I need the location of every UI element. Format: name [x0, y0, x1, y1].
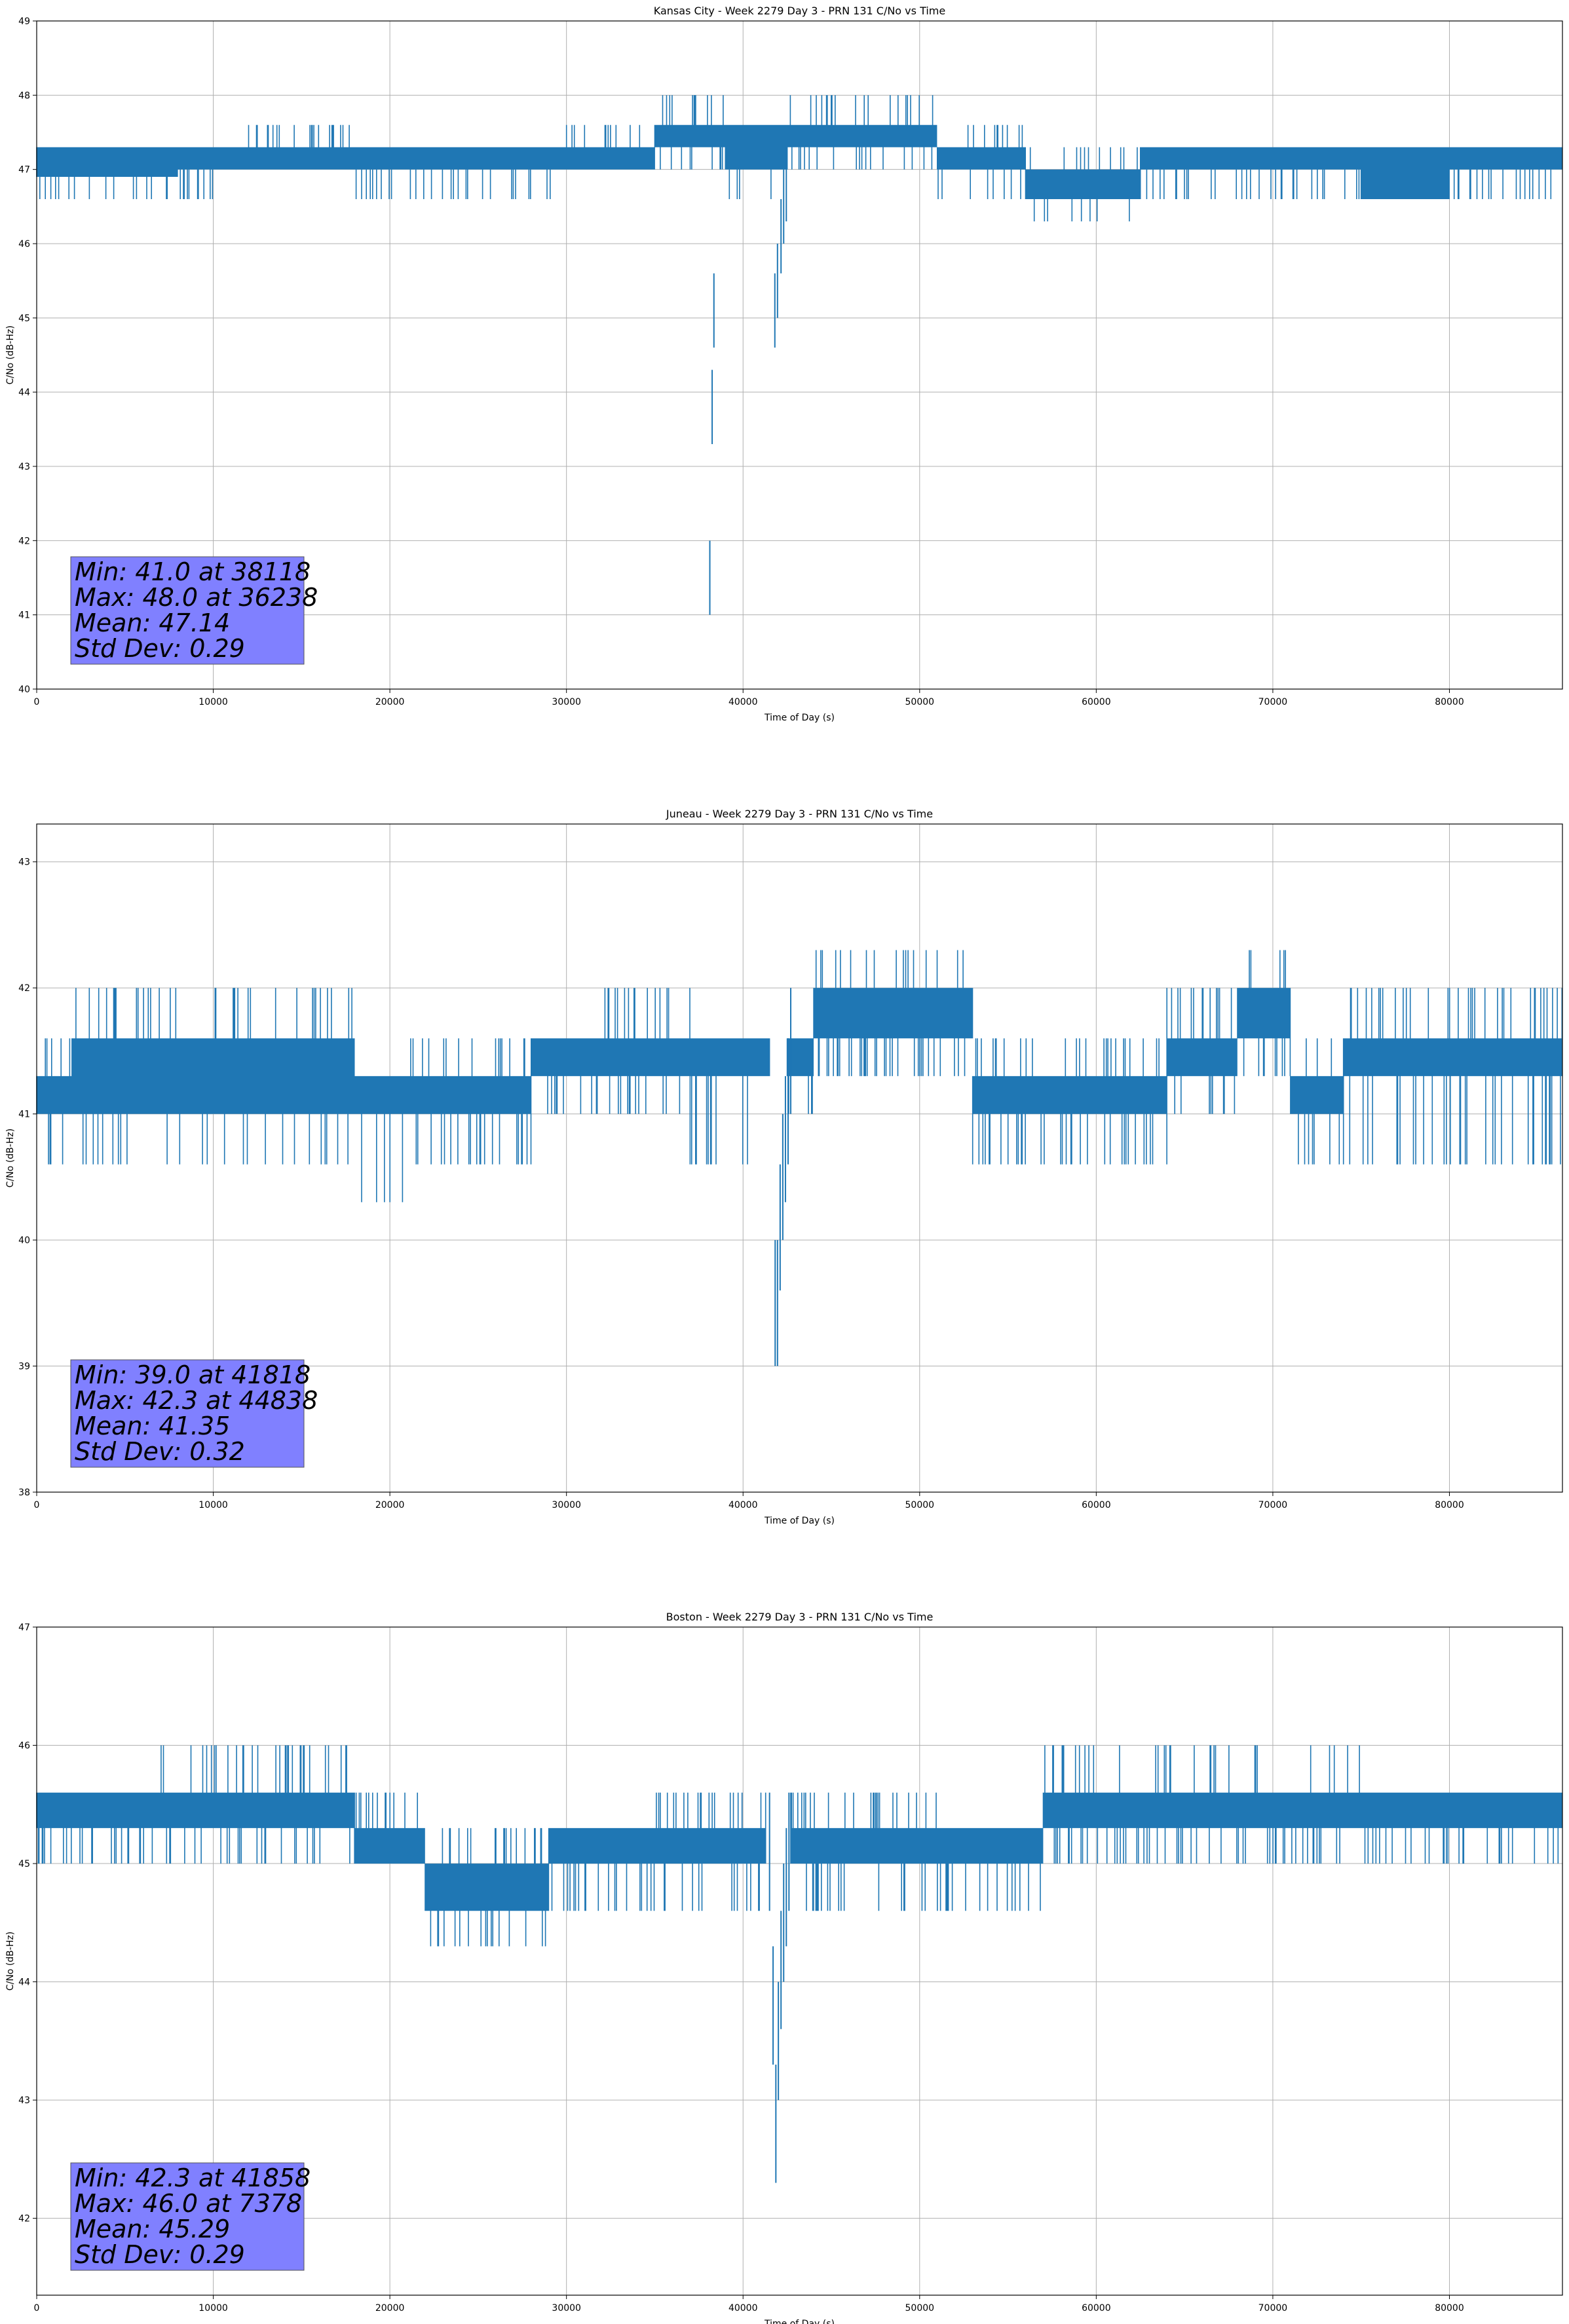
x-tick-label: 10000 — [198, 697, 228, 707]
x-tick-label: 0 — [34, 2303, 40, 2314]
x-tick-label: 40000 — [728, 1500, 758, 1510]
stats-line: Max: 42.3 at 44838 — [75, 1386, 318, 1415]
x-tick-label: 50000 — [905, 2303, 935, 2314]
stats-line: Std Dev: 0.29 — [75, 634, 245, 663]
y-tick-label: 39 — [18, 1362, 30, 1372]
boston-chart: Boston - Week 2279 Day 3 - PRN 131 C/No … — [5, 1611, 1563, 2324]
y-tick-label: 43 — [18, 2095, 30, 2106]
stats-line: Std Dev: 0.32 — [75, 1437, 245, 1466]
axes-frame — [36, 20, 1563, 690]
y-tick-label: 44 — [18, 1977, 30, 1988]
x-tick-label: 40000 — [728, 2303, 758, 2314]
y-tick-label: 45 — [18, 313, 30, 324]
kansas-city-chart: Kansas City - Week 2279 Day 3 - PRN 131 … — [5, 5, 1563, 723]
y-tick-label: 45 — [18, 1859, 30, 1869]
y-tick-label: 41 — [18, 1110, 30, 1120]
y-tick-label: 40 — [18, 684, 30, 695]
x-tick-label: 80000 — [1435, 2303, 1464, 2314]
x-tick-label: 10000 — [198, 2303, 228, 2314]
stats-line: Min: 41.0 at 38118 — [75, 557, 311, 586]
stats-line: Max: 48.0 at 36238 — [75, 583, 318, 612]
stats-box — [70, 2162, 305, 2271]
x-tick-label: 30000 — [552, 697, 581, 707]
kansas-city-series-line — [36, 95, 1562, 615]
y-tick-label: 49 — [18, 16, 30, 27]
x-tick-label: 60000 — [1082, 697, 1111, 707]
axes-frame — [36, 1626, 1563, 2296]
y-axis-label: C/No (dB-Hz) — [5, 1932, 16, 1991]
juneau-series-line — [36, 950, 1563, 1366]
boston-series-line — [36, 1745, 1563, 2183]
y-axis-label: C/No (dB-Hz) — [5, 326, 16, 384]
x-tick-label: 0 — [34, 697, 40, 707]
x-tick-label: 80000 — [1435, 1500, 1464, 1510]
stats-line: Max: 46.0 at 7378 — [75, 2189, 302, 2218]
juneau-chart-title: Juneau - Week 2279 Day 3 - PRN 131 C/No … — [666, 808, 933, 820]
y-tick-label: 42 — [18, 2214, 30, 2224]
x-tick-label: 60000 — [1082, 1500, 1111, 1510]
stats-line: Mean: 45.29 — [75, 2215, 230, 2243]
y-tick-label: 43 — [18, 857, 30, 868]
x-axis-label: Time of Day (s) — [764, 1516, 835, 1526]
x-tick-label: 0 — [34, 1500, 40, 1510]
x-tick-label: 20000 — [375, 1500, 405, 1510]
series-trace — [36, 1745, 1563, 1947]
y-tick-label: 47 — [18, 1622, 30, 1633]
x-tick-label: 10000 — [198, 1500, 228, 1510]
x-tick-label: 20000 — [375, 697, 405, 707]
x-tick-label: 20000 — [375, 2303, 405, 2314]
stats-line: Mean: 41.35 — [75, 1412, 230, 1440]
y-tick-label: 42 — [18, 983, 30, 994]
x-tick-label: 80000 — [1435, 697, 1464, 707]
stats-box — [70, 1359, 305, 1468]
y-tick-label: 44 — [18, 388, 30, 398]
stats-box — [70, 556, 305, 665]
y-tick-label: 46 — [18, 239, 30, 250]
x-tick-label: 50000 — [905, 1500, 935, 1510]
x-axis-label: Time of Day (s) — [764, 2319, 835, 2324]
stats-line: Mean: 47.14 — [75, 609, 230, 637]
x-tick-label: 30000 — [552, 1500, 581, 1510]
x-tick-label: 70000 — [1258, 1500, 1288, 1510]
x-tick-label: 30000 — [552, 2303, 581, 2314]
y-tick-label: 41 — [18, 610, 30, 621]
kansas-city-chart-title: Kansas City - Week 2279 Day 3 - PRN 131 … — [654, 5, 945, 17]
x-tick-label: 60000 — [1082, 2303, 1111, 2314]
y-tick-label: 46 — [18, 1741, 30, 1752]
y-tick-label: 38 — [18, 1488, 30, 1498]
stats-line: Min: 42.3 at 41858 — [75, 2164, 311, 2192]
x-tick-label: 70000 — [1258, 697, 1288, 707]
x-tick-label: 70000 — [1258, 2303, 1288, 2314]
boston-chart-title: Boston - Week 2279 Day 3 - PRN 131 C/No … — [666, 1611, 934, 1623]
x-tick-label: 40000 — [728, 697, 758, 707]
y-tick-label: 40 — [18, 1235, 30, 1246]
series-trace — [36, 95, 1562, 221]
y-tick-label: 42 — [18, 536, 30, 546]
y-tick-label: 43 — [18, 462, 30, 472]
axes-frame — [36, 823, 1563, 1493]
stats-line: Min: 39.0 at 41818 — [75, 1360, 311, 1389]
stats-line: Std Dev: 0.29 — [75, 2240, 245, 2269]
y-tick-label: 47 — [18, 165, 30, 176]
x-axis-label: Time of Day (s) — [764, 713, 835, 723]
juneau-chart: Juneau - Week 2279 Day 3 - PRN 131 C/No … — [5, 808, 1563, 1526]
y-axis-label: C/No (dB-Hz) — [5, 1129, 16, 1188]
y-tick-label: 48 — [18, 90, 30, 101]
x-tick-label: 50000 — [905, 697, 935, 707]
